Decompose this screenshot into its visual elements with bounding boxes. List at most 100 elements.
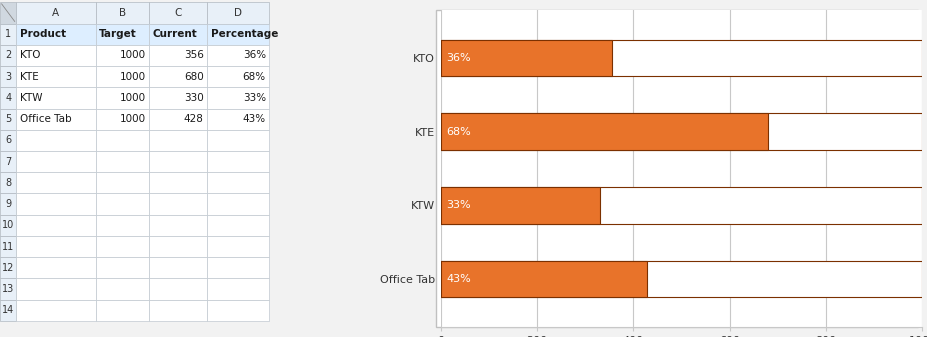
Bar [207,278,269,300]
Bar [95,109,149,130]
Bar [17,24,95,45]
Bar [0,2,17,24]
Bar [95,130,149,151]
Bar [95,24,149,45]
Bar [440,261,646,298]
Bar [207,193,269,215]
Text: 36%: 36% [243,51,265,60]
Bar [440,113,921,150]
Text: 68%: 68% [446,127,471,137]
Bar [0,300,17,321]
Bar [95,87,149,109]
Bar [440,39,612,76]
Text: 43%: 43% [446,274,471,284]
Bar [17,151,95,172]
Bar [149,66,207,87]
Text: 33%: 33% [243,93,265,103]
Text: Office Tab: Office Tab [19,114,71,124]
Bar [95,172,149,193]
Bar [0,24,17,45]
Bar [207,215,269,236]
Bar [17,215,95,236]
Bar [440,187,599,224]
Bar [95,66,149,87]
Bar [17,66,95,87]
Text: A: A [52,8,59,18]
Bar [149,45,207,66]
Text: Target: Target [99,29,136,39]
Bar [95,45,149,66]
Text: 5: 5 [5,114,11,124]
Bar [149,87,207,109]
Bar [95,257,149,278]
Text: D: D [234,8,242,18]
Text: 330: 330 [184,93,203,103]
Bar [17,87,95,109]
Bar [207,151,269,172]
Bar [149,130,207,151]
Text: KTW: KTW [19,93,42,103]
Text: 10: 10 [2,220,14,230]
FancyBboxPatch shape [436,10,917,327]
Text: 8: 8 [5,178,11,188]
Bar [17,130,95,151]
Text: 1000: 1000 [120,93,146,103]
Bar [95,151,149,172]
Text: 1000: 1000 [120,72,146,82]
Bar [95,236,149,257]
Bar [207,300,269,321]
Text: 12: 12 [2,263,14,273]
Bar [95,193,149,215]
Text: 428: 428 [184,114,203,124]
Bar [149,2,207,24]
Text: 11: 11 [2,242,14,251]
Text: 1000: 1000 [120,51,146,60]
Text: B: B [119,8,126,18]
Bar [17,257,95,278]
Bar [0,66,17,87]
Text: KTE: KTE [19,72,38,82]
Bar [207,45,269,66]
Bar [149,193,207,215]
Bar [149,300,207,321]
Bar [0,215,17,236]
Bar [149,24,207,45]
Text: 1000: 1000 [120,114,146,124]
Bar [17,278,95,300]
Bar [17,193,95,215]
Bar [17,236,95,257]
Text: 1: 1 [5,29,11,39]
Bar [149,236,207,257]
Text: 36%: 36% [446,53,471,63]
Text: 680: 680 [184,72,203,82]
Bar [440,113,768,150]
Bar [149,109,207,130]
Bar [0,109,17,130]
Bar [207,2,269,24]
Bar [17,2,95,24]
Text: Percentage: Percentage [210,29,277,39]
Bar [440,39,921,76]
Text: 43%: 43% [243,114,265,124]
Text: 3: 3 [5,72,11,82]
Bar [149,151,207,172]
Text: C: C [174,8,182,18]
Bar [149,172,207,193]
Bar [149,257,207,278]
Bar [0,87,17,109]
Bar [17,300,95,321]
Text: 7: 7 [5,157,11,166]
Bar [95,278,149,300]
Bar [17,172,95,193]
Bar [207,109,269,130]
Text: 6: 6 [5,135,11,145]
Bar [149,278,207,300]
Text: Product: Product [19,29,66,39]
Bar [0,130,17,151]
Text: 2: 2 [5,51,11,60]
Text: 68%: 68% [243,72,265,82]
Text: 356: 356 [184,51,203,60]
Text: 33%: 33% [446,200,471,210]
Bar [0,278,17,300]
Bar [0,257,17,278]
